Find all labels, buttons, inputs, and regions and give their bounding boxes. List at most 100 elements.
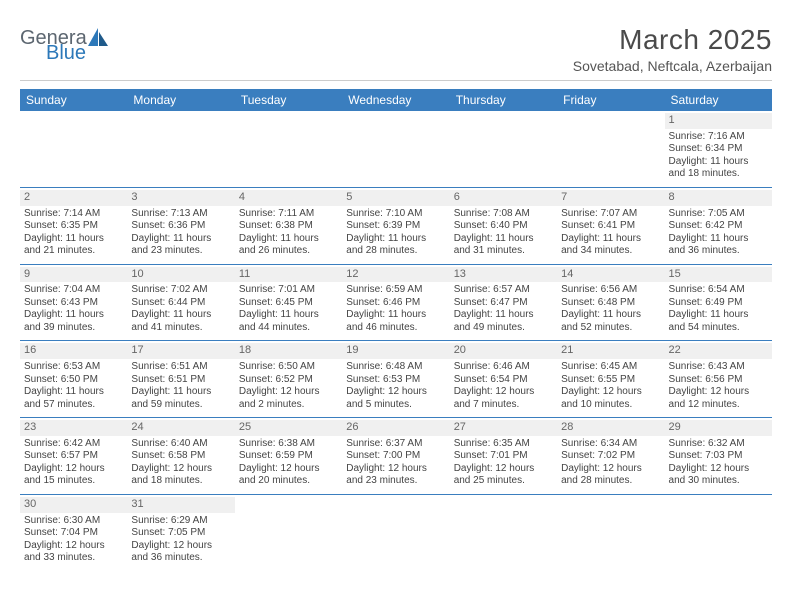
calendar-empty-cell: . — [450, 111, 557, 187]
day-detail-line: and 2 minutes. — [239, 399, 338, 412]
day-detail-line: and 7 minutes. — [454, 399, 553, 412]
calendar-day-cell: 1Sunrise: 7:16 AMSunset: 6:34 PMDaylight… — [665, 111, 772, 187]
day-detail-line: and 44 minutes. — [239, 322, 338, 335]
day-detail-line: Daylight: 12 hours — [131, 540, 230, 553]
day-detail-line: Sunrise: 7:07 AM — [561, 208, 660, 221]
calendar-day-cell: 20Sunrise: 6:46 AMSunset: 6:54 PMDayligh… — [450, 341, 557, 418]
day-detail-line: Sunrise: 6:34 AM — [561, 438, 660, 451]
calendar-day-cell: 2Sunrise: 7:14 AMSunset: 6:35 PMDaylight… — [20, 187, 127, 264]
day-number: 13 — [450, 267, 557, 283]
calendar-day-cell: 19Sunrise: 6:48 AMSunset: 6:53 PMDayligh… — [342, 341, 449, 418]
calendar-day-cell: 5Sunrise: 7:10 AMSunset: 6:39 PMDaylight… — [342, 187, 449, 264]
day-number: 31 — [127, 497, 234, 513]
day-number: 17 — [127, 343, 234, 359]
day-detail-line: and 59 minutes. — [131, 399, 230, 412]
day-detail-line: Daylight: 11 hours — [669, 309, 768, 322]
day-detail-line: Daylight: 11 hours — [669, 156, 768, 169]
weekday-header: Monday — [127, 89, 234, 111]
day-detail-line: Daylight: 11 hours — [346, 309, 445, 322]
day-detail-line: Sunrise: 7:10 AM — [346, 208, 445, 221]
calendar-day-cell: 9Sunrise: 7:04 AMSunset: 6:43 PMDaylight… — [20, 264, 127, 341]
calendar-day-cell: 3Sunrise: 7:13 AMSunset: 6:36 PMDaylight… — [127, 187, 234, 264]
day-detail-line: Sunset: 6:59 PM — [239, 450, 338, 463]
day-detail-line: Daylight: 12 hours — [561, 386, 660, 399]
day-detail-line: Sunset: 6:48 PM — [561, 297, 660, 310]
day-detail-line: Sunset: 6:57 PM — [24, 450, 123, 463]
calendar-day-cell: 24Sunrise: 6:40 AMSunset: 6:58 PMDayligh… — [127, 418, 234, 495]
day-number: 19 — [342, 343, 449, 359]
calendar-day-cell: 14Sunrise: 6:56 AMSunset: 6:48 PMDayligh… — [557, 264, 664, 341]
divider — [20, 80, 772, 81]
day-number: 21 — [557, 343, 664, 359]
day-detail-line: and 31 minutes. — [454, 245, 553, 258]
day-detail-line: and 39 minutes. — [24, 322, 123, 335]
day-number: 4 — [235, 190, 342, 206]
day-detail-line: Sunrise: 6:46 AM — [454, 361, 553, 374]
day-detail-line: and 36 minutes. — [131, 552, 230, 565]
calendar-day-cell: 6Sunrise: 7:08 AMSunset: 6:40 PMDaylight… — [450, 187, 557, 264]
day-detail-line: Sunrise: 6:50 AM — [239, 361, 338, 374]
day-detail-line: Sunset: 6:46 PM — [346, 297, 445, 310]
day-number: 18 — [235, 343, 342, 359]
day-detail-line: Sunset: 6:43 PM — [24, 297, 123, 310]
calendar-day-cell: 28Sunrise: 6:34 AMSunset: 7:02 PMDayligh… — [557, 418, 664, 495]
calendar-empty-cell: . — [665, 494, 772, 570]
day-detail-line: Sunset: 6:41 PM — [561, 220, 660, 233]
day-detail-line: Daylight: 12 hours — [131, 463, 230, 476]
day-detail-line: Sunrise: 7:16 AM — [669, 131, 768, 144]
day-detail-line: Sunrise: 6:48 AM — [346, 361, 445, 374]
calendar-empty-cell: . — [235, 111, 342, 187]
title-block: March 2025 Sovetabad, Neftcala, Azerbaij… — [573, 24, 772, 74]
calendar-week-row: 2 Sunrise: 7:14 AMSunset: 6:35 PM Daylight… — [20, 187, 772, 264]
day-detail-line: and 18 minutes. — [669, 168, 768, 181]
day-number: 2 — [20, 190, 127, 206]
day-detail-line: Sunset: 6:35 PM — [24, 220, 123, 233]
day-number: 1 — [665, 113, 772, 129]
calendar-week-row: ......1Sunrise: 7:16 AMSunset: 6:34 PMDa… — [20, 111, 772, 187]
day-detail-line: Daylight: 11 hours — [239, 309, 338, 322]
day-detail-line: Sunset: 6:50 PM — [24, 374, 123, 387]
day-detail-line: Sunrise: 6:29 AM — [131, 515, 230, 528]
calendar-day-cell: 8Sunrise: 7:05 AMSunset: 6:42 PMDaylight… — [665, 187, 772, 264]
day-detail-line: Daylight: 11 hours — [131, 233, 230, 246]
calendar-empty-cell: . — [235, 494, 342, 570]
calendar-day-cell: 12Sunrise: 6:59 AMSunset: 6:46 PMDayligh… — [342, 264, 449, 341]
day-number: 10 — [127, 267, 234, 283]
day-detail-line: Sunrise: 6:43 AM — [669, 361, 768, 374]
day-detail-line: Sunset: 7:03 PM — [669, 450, 768, 463]
day-number: 16 — [20, 343, 127, 359]
day-detail-line: Daylight: 12 hours — [454, 463, 553, 476]
day-detail-line: Sunset: 6:45 PM — [239, 297, 338, 310]
day-detail-line: Sunset: 7:05 PM — [131, 527, 230, 540]
day-detail-line: Daylight: 11 hours — [131, 309, 230, 322]
day-detail-line: and 25 minutes. — [454, 475, 553, 488]
day-detail-line: Sunset: 6:58 PM — [131, 450, 230, 463]
day-detail-line: Sunrise: 7:05 AM — [669, 208, 768, 221]
day-detail-line: Sunset: 6:52 PM — [239, 374, 338, 387]
day-detail-line: Sunset: 6:54 PM — [454, 374, 553, 387]
calendar-day-cell: 30Sunrise: 6:30 AMSunset: 7:04 PMDayligh… — [20, 494, 127, 570]
day-detail-line: Sunrise: 7:14 AM — [24, 208, 123, 221]
calendar-day-cell: 17Sunrise: 6:51 AMSunset: 6:51 PMDayligh… — [127, 341, 234, 418]
day-detail-line: and 5 minutes. — [346, 399, 445, 412]
day-detail-line: and 34 minutes. — [561, 245, 660, 258]
day-detail-line: Daylight: 12 hours — [561, 463, 660, 476]
day-detail-line: and 57 minutes. — [24, 399, 123, 412]
day-number: 23 — [20, 420, 127, 436]
day-detail-line: Sunrise: 6:54 AM — [669, 284, 768, 297]
calendar-day-cell: 11Sunrise: 7:01 AMSunset: 6:45 PMDayligh… — [235, 264, 342, 341]
day-detail-line: Sunset: 6:49 PM — [669, 297, 768, 310]
day-detail-line: Sunset: 7:04 PM — [24, 527, 123, 540]
day-detail-line: Daylight: 12 hours — [346, 386, 445, 399]
day-number: 5 — [342, 190, 449, 206]
day-number: 28 — [557, 420, 664, 436]
day-detail-line: and 28 minutes. — [346, 245, 445, 258]
calendar-empty-cell: . — [557, 111, 664, 187]
calendar-week-row: 16Sunrise: 6:53 AMSunset: 6:50 PMDayligh… — [20, 341, 772, 418]
calendar-day-cell: 25Sunrise: 6:38 AMSunset: 6:59 PMDayligh… — [235, 418, 342, 495]
day-detail-line: Daylight: 11 hours — [24, 386, 123, 399]
day-detail-line: and 49 minutes. — [454, 322, 553, 335]
header: Genera Blue March 2025 Sovetabad, Neftca… — [20, 24, 772, 74]
day-detail-line: Daylight: 11 hours — [454, 309, 553, 322]
day-detail-line: Sunset: 6:51 PM — [131, 374, 230, 387]
